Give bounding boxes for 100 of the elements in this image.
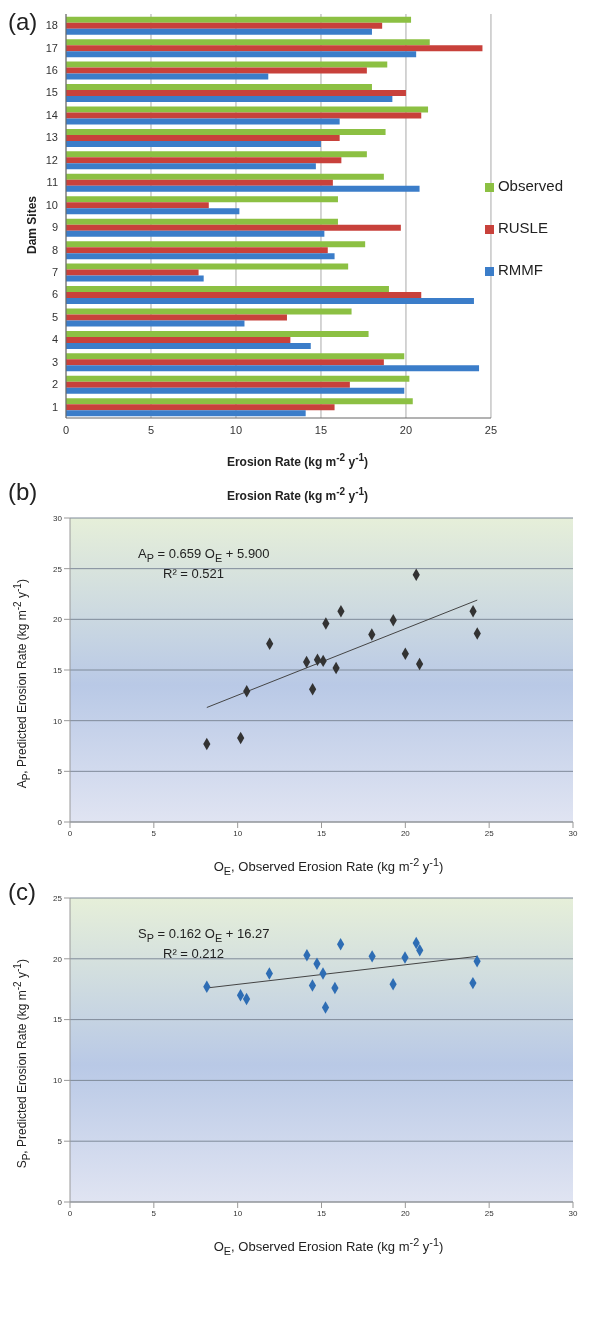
x-tick-label: 30 (568, 1208, 578, 1218)
y-axis-title: Dam Sites (25, 195, 39, 255)
y-tick-label: 6 (51, 288, 58, 301)
y-tick-label: 16 (45, 64, 58, 77)
bar (66, 45, 483, 52)
annotation: R² = 0.521 (163, 566, 225, 581)
y-tick-label: 10 (53, 1076, 63, 1086)
bar (66, 151, 367, 158)
y-tick-label: 25 (53, 564, 63, 574)
x-axis-title: O$_{E}$, Observed Erosion Rate (kg m$^{-2}$ y$^{-1}$) (212, 1236, 445, 1257)
bar (66, 308, 352, 315)
bar (66, 16, 412, 23)
x-tick-label: 0 (67, 828, 73, 838)
y-tick-label: 0 (57, 1197, 63, 1207)
bar (66, 298, 474, 305)
bar (66, 230, 325, 237)
bar (66, 196, 338, 203)
bar (66, 179, 333, 186)
bar (66, 336, 291, 343)
x-tick-label: 15 (314, 423, 328, 436)
bar (66, 140, 321, 147)
bar (66, 157, 342, 164)
y-tick-label: 12 (45, 153, 58, 166)
bar (66, 387, 405, 394)
bar (66, 224, 401, 231)
bar (66, 173, 384, 180)
chart-title: (b) (8, 478, 38, 506)
annotation: R² = 0.212 (163, 946, 225, 961)
bar (66, 67, 367, 74)
x-tick-label: 30 (568, 828, 578, 838)
bar (66, 253, 335, 260)
y-tick-label: 8 (51, 243, 58, 256)
y-tick-label: 14 (45, 108, 58, 121)
x-tick-label: 25 (484, 1208, 495, 1218)
bar (66, 128, 386, 135)
y-tick-label: 18 (45, 19, 58, 32)
bar (66, 241, 366, 248)
legend-label: Observed (497, 177, 563, 194)
bar (66, 73, 269, 80)
bar (66, 202, 209, 209)
bar (66, 375, 410, 382)
x-axis-title: O$_{E}$, Observed Erosion Rate (kg m$^{-2}$ y$^{-1}$) (212, 856, 445, 877)
chart-subtitle: Erosion Rate (kg m$^{-2}$ y$^{-1}$) (226, 486, 369, 503)
bar (66, 84, 372, 91)
y-tick-label: 15 (53, 1015, 63, 1025)
bar (66, 263, 349, 270)
y-tick-label: 15 (53, 665, 63, 675)
y-tick-label: 17 (45, 41, 58, 54)
y-tick-label: 7 (51, 266, 58, 279)
bar (66, 292, 422, 299)
x-tick-label: 15 (317, 1208, 327, 1218)
x-tick-label: 10 (233, 828, 243, 838)
bar (66, 359, 384, 366)
x-tick-label: 25 (484, 423, 498, 436)
bar (66, 314, 287, 321)
bar (66, 353, 405, 360)
y-tick-label: 20 (53, 615, 63, 625)
legend-label: RUSLE (497, 219, 548, 236)
y-tick-label: 20 (53, 954, 63, 964)
bar (66, 22, 383, 29)
x-tick-label: 20 (400, 1208, 411, 1218)
bar (66, 106, 429, 113)
y-tick-label: 13 (45, 131, 58, 144)
bar (66, 330, 369, 337)
x-tick-label: 15 (317, 828, 327, 838)
x-tick-label: 20 (400, 828, 411, 838)
x-axis-title: Erosion Rate (kg m$^{-2}$ y$^{-1}$) (225, 452, 370, 469)
bar (66, 286, 389, 293)
y-tick-label: 3 (51, 355, 58, 368)
bar (66, 112, 422, 119)
bar (66, 90, 406, 97)
bar (66, 381, 350, 388)
bar (66, 185, 420, 192)
x-tick-label: 20 (399, 423, 413, 436)
y-tick-label: 5 (51, 310, 58, 323)
bar (66, 218, 338, 225)
bar (66, 404, 335, 411)
bar (66, 51, 417, 58)
annotation: A$_{P}$ = 0.659 O$_{E}$ + 5.900 (138, 546, 270, 564)
legend-label: RMMF (497, 261, 543, 278)
bar (66, 410, 306, 417)
annotation: S$_{P}$ = 0.162 O$_{E}$ + 16.27 (138, 926, 270, 944)
chart-title: (c) (8, 878, 36, 906)
y-tick-label: 30 (53, 513, 63, 523)
bar (66, 398, 413, 405)
y-tick-label: 10 (53, 716, 63, 726)
y-tick-label: 4 (51, 333, 58, 346)
y-tick-label: 15 (45, 86, 58, 99)
y-tick-label: 1 (51, 400, 58, 413)
bar (66, 247, 328, 254)
y-tick-label: 9 (51, 221, 58, 234)
bar (66, 275, 204, 282)
bar (66, 269, 199, 276)
x-tick-label: 25 (484, 828, 495, 838)
bar (66, 134, 340, 141)
y-tick-label: 11 (46, 176, 58, 189)
bar (66, 208, 240, 215)
x-tick-label: 10 (229, 423, 243, 436)
bar (66, 365, 480, 372)
x-tick-label: 0 (67, 1208, 73, 1218)
